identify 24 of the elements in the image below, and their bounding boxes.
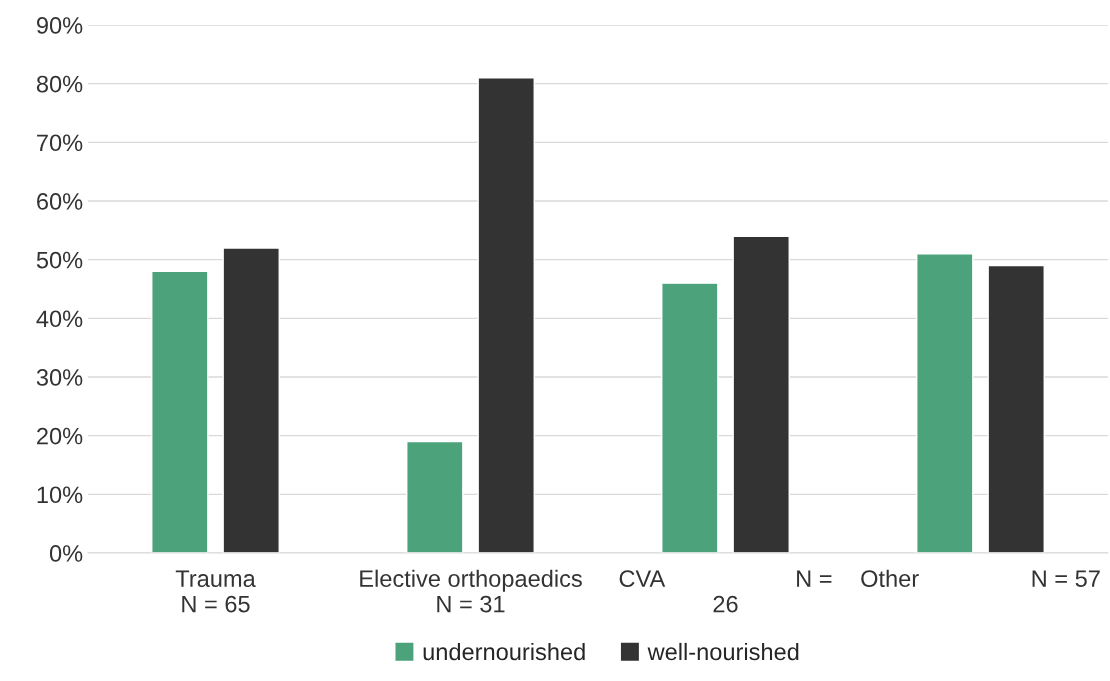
bar (406, 440, 464, 553)
legend-label: well-nourished (647, 642, 799, 661)
y-tick-label: 70% (37, 134, 83, 152)
x-tick-label: Trauma N = 65 (175, 570, 256, 613)
y-tick-label: 10% (37, 486, 83, 504)
bar (661, 282, 719, 553)
legend-label: undernourished (423, 642, 585, 661)
bar (151, 270, 209, 553)
x-tick-label: Other N = 57 (861, 569, 1100, 588)
y-tick-label: 90% (36, 17, 83, 34)
y-tick-label: 0% (49, 545, 83, 562)
y-tick-label: 60% (37, 193, 83, 210)
x-tick-label: CVA N = 26 (619, 570, 832, 613)
y-tick-label: 40% (36, 310, 83, 328)
x-tick-label: Elective orthopaedics N = 31 (360, 569, 582, 613)
y-tick-label: 20% (37, 427, 83, 445)
bar (987, 264, 1045, 553)
bar (916, 253, 974, 553)
bar (477, 77, 535, 553)
y-tick-label: 50% (36, 251, 83, 269)
bar (732, 235, 790, 553)
bar (222, 247, 280, 553)
y-tick-label: 80% (36, 75, 83, 93)
y-tick-label: 30% (36, 369, 83, 386)
